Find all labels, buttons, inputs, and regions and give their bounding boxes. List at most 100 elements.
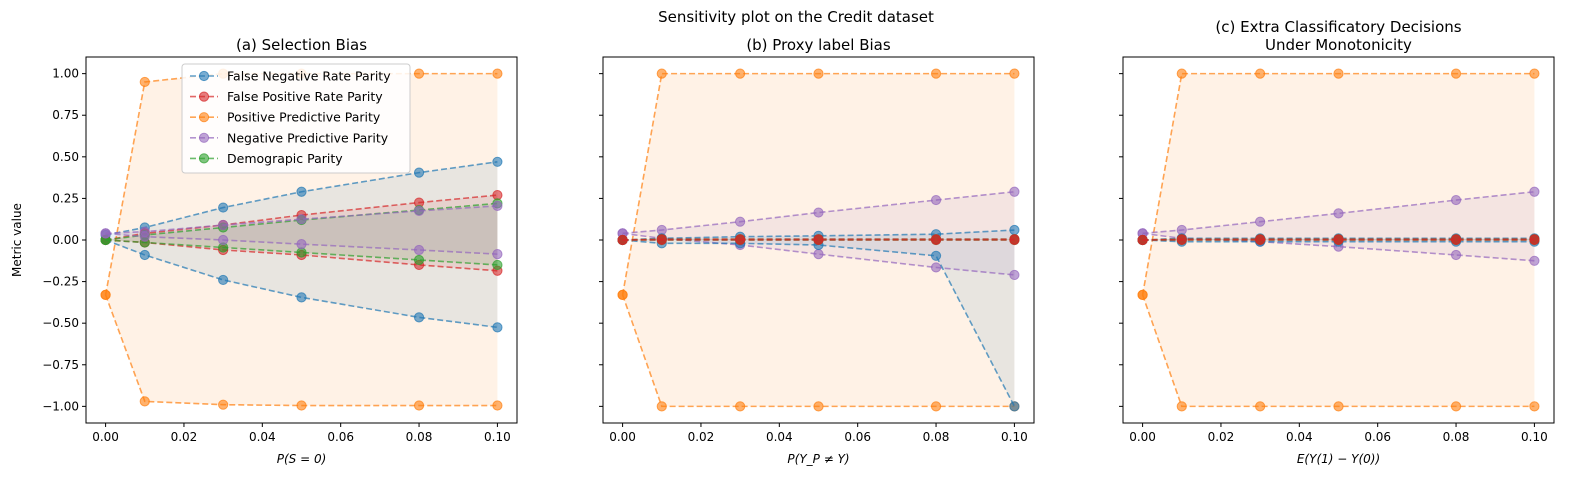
figure-title: Sensitivity plot on the Credit dataset xyxy=(658,8,934,26)
x-tick-label: 0.00 xyxy=(1129,430,1156,444)
point-positive-predictive-parity-upper-5 xyxy=(492,68,503,79)
point-negative-predictive-parity-lower-3 xyxy=(296,239,307,250)
point-negative-predictive-parity-lower-4 xyxy=(930,262,942,273)
point-negative-predictive-parity-upper-3 xyxy=(813,207,824,218)
line-positive-predictive-parity-upper xyxy=(621,72,1015,296)
legend-label-negative-predictive-parity: Negative Predictive Parity xyxy=(227,130,389,145)
line-negative-predictive-parity-lower xyxy=(622,232,1015,276)
x-axis-label: E(Y(1) − Y(0)) xyxy=(1297,452,1380,466)
line-demograpic-parity-lower xyxy=(105,239,498,266)
line-negative-predictive-parity-upper xyxy=(105,205,498,235)
y-tick-label: 0.75 xyxy=(52,108,79,122)
x-tick-label: 0.06 xyxy=(1364,430,1391,444)
band-negative-predictive-parity xyxy=(105,205,498,255)
x-tick-label: 0.02 xyxy=(1208,430,1235,444)
line-negative-predictive-parity-upper xyxy=(1142,190,1535,235)
point-negative-predictive-parity-lower-0 xyxy=(100,228,111,239)
chart-panel-3: 0.00 0.02 0.04 0.06 0.08 0.10 (c) Extra Classi… xyxy=(1119,18,1555,466)
point-false-negative-rate-parity-upper-4 xyxy=(413,167,425,178)
x-tick-label: 0.02 xyxy=(688,430,715,444)
y-tick-label: −0.75 xyxy=(42,358,79,372)
point-negative-predictive-parity-lower-5 xyxy=(492,249,503,260)
x-tick-label: 0.10 xyxy=(1521,430,1548,444)
panel-title: (b) Proxy label Bias xyxy=(746,36,891,54)
band-negative-predictive-parity xyxy=(1142,191,1535,261)
point-positive-predictive-parity-upper-2 xyxy=(1255,68,1266,79)
point-positive-predictive-parity-lower-5 xyxy=(1529,401,1540,412)
legend-marker-positive-predictive-parity xyxy=(198,112,210,123)
chart-panels: 0.00 0.02 0.04 0.06 0.08 0.10 1.00 0.75 0.50 0.25… xyxy=(10,18,1555,466)
point-negative-predictive-parity-upper-2 xyxy=(1255,216,1266,227)
point-negative-predictive-parity-lower-5 xyxy=(1529,255,1540,266)
point-negative-predictive-parity-upper-4 xyxy=(413,205,425,216)
legend-label-false-positive-rate-parity: False Positive Rate Parity xyxy=(227,89,383,104)
y-tick-label: −0.25 xyxy=(42,275,79,289)
legend-marker-demograpic-parity xyxy=(198,153,210,164)
point-positive-predictive-parity-lower-3 xyxy=(296,400,307,411)
point-positive-predictive-parity-lower-2 xyxy=(1255,401,1266,412)
point-false-positive-rate-parity-lower-0 xyxy=(617,234,628,246)
point-positive-predictive-parity-lower-2 xyxy=(218,399,229,410)
legend-box xyxy=(181,63,411,174)
point-positive-predictive-parity-upper-2 xyxy=(735,68,746,79)
point-negative-predictive-parity-lower-1 xyxy=(139,231,150,242)
point-negative-predictive-parity-lower-4 xyxy=(413,244,425,256)
y-axis-label: Metric value xyxy=(10,203,24,277)
line-positive-predictive-parity-lower xyxy=(104,294,498,407)
point-positive-predictive-parity-lower-3 xyxy=(1333,401,1344,412)
x-tick-label: 0.02 xyxy=(171,430,198,444)
point-positive-predictive-parity-upper-1 xyxy=(1176,68,1187,79)
x-tick-label: 0.06 xyxy=(844,430,871,444)
x-tick-label: 0.00 xyxy=(92,430,119,444)
point-negative-predictive-parity-lower-3 xyxy=(813,249,824,260)
x-tick-label: 0.08 xyxy=(923,430,950,444)
x-tick-label: 0.00 xyxy=(609,430,636,444)
point-positive-predictive-parity-lower-4 xyxy=(930,401,942,412)
point-positive-predictive-parity-upper-3 xyxy=(813,68,824,79)
line-negative-predictive-parity-lower xyxy=(1142,232,1535,262)
point-false-negative-rate-parity-upper-2 xyxy=(218,202,229,213)
point-positive-predictive-parity-lower-0 xyxy=(1137,289,1148,300)
x-tick-label: 0.10 xyxy=(1001,430,1028,444)
point-false-positive-rate-parity-lower-2 xyxy=(735,234,746,246)
point-positive-predictive-parity-lower-3 xyxy=(813,401,824,412)
point-negative-predictive-parity-upper-5 xyxy=(1529,186,1540,197)
y-tick-label: 0.25 xyxy=(52,191,79,205)
line-positive-predictive-parity-upper xyxy=(1141,72,1535,296)
point-positive-predictive-parity-lower-1 xyxy=(1176,401,1187,412)
point-negative-predictive-parity-upper-5 xyxy=(1009,186,1020,197)
point-positive-predictive-parity-upper-5 xyxy=(1009,68,1020,79)
point-positive-predictive-parity-lower-4 xyxy=(413,400,425,411)
point-negative-predictive-parity-upper-4 xyxy=(930,194,942,206)
point-positive-predictive-parity-lower-5 xyxy=(492,400,503,411)
point-positive-predictive-parity-lower-1 xyxy=(656,401,667,412)
legend-label-positive-predictive-parity: Positive Predictive Parity xyxy=(227,110,381,125)
point-negative-predictive-parity-upper-3 xyxy=(1333,208,1344,219)
point-false-negative-rate-parity-lower-3 xyxy=(296,292,307,303)
point-positive-predictive-parity-lower-4 xyxy=(1450,401,1462,412)
point-positive-predictive-parity-lower-0 xyxy=(100,289,111,300)
x-tick-label: 0.06 xyxy=(327,430,354,444)
line-false-negative-rate-parity-lower xyxy=(1142,239,1535,243)
point-false-positive-rate-parity-lower-2 xyxy=(1255,234,1266,246)
point-false-positive-rate-parity-lower-4 xyxy=(1450,234,1462,246)
x-tick-label: 0.08 xyxy=(406,430,433,444)
y-tick-label: 1.00 xyxy=(52,67,79,81)
point-false-positive-rate-parity-lower-0 xyxy=(1137,234,1148,246)
band-false-positive-rate-parity xyxy=(105,195,498,271)
point-false-positive-rate-parity-lower-5 xyxy=(1529,234,1540,246)
chart-panel-1: 0.00 0.02 0.04 0.06 0.08 0.10 1.00 0.75 0.50 0.25… xyxy=(10,36,518,466)
line-false-positive-rate-parity-upper xyxy=(105,194,498,241)
band-false-negative-rate-parity xyxy=(622,230,1015,407)
line-false-negative-rate-parity-lower xyxy=(622,239,1016,407)
point-false-negative-rate-parity-upper-5 xyxy=(492,156,503,167)
y-tick-label: −0.50 xyxy=(42,316,79,330)
point-demograpic-parity-lower-4 xyxy=(413,254,425,266)
point-false-positive-rate-parity-lower-3 xyxy=(1333,234,1344,246)
point-positive-predictive-parity-lower-2 xyxy=(735,401,746,412)
x-tick-label: 0.04 xyxy=(1286,430,1313,444)
point-negative-predictive-parity-upper-4 xyxy=(1450,194,1462,206)
point-positive-predictive-parity-lower-0 xyxy=(617,289,628,300)
point-false-negative-rate-parity-lower-2 xyxy=(218,274,229,286)
point-false-negative-rate-parity-upper-3 xyxy=(296,186,307,197)
